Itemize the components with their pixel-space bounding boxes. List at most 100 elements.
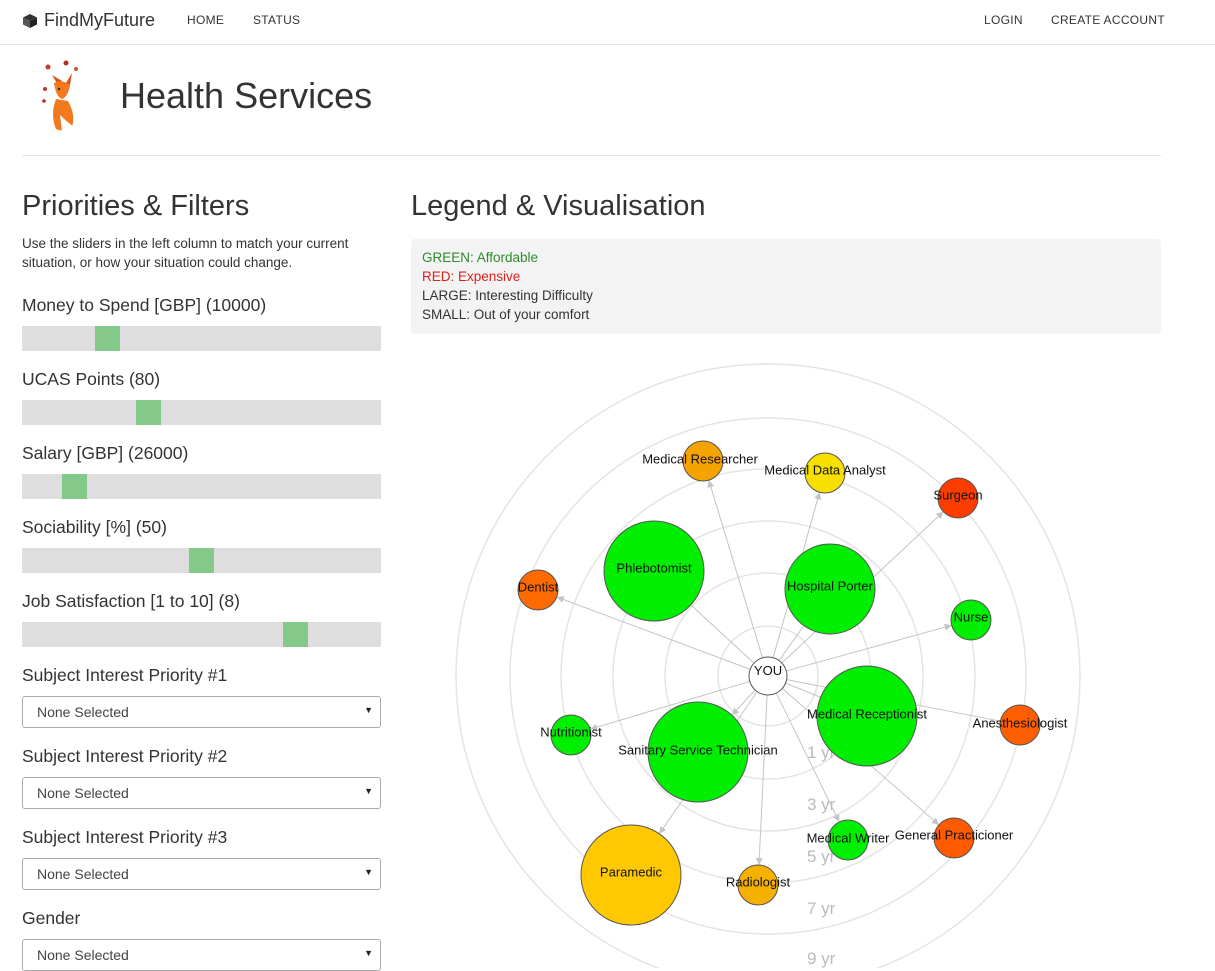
node-medical-receptionist[interactable]: Medical Receptionist (807, 665, 927, 767)
legend-large: LARGE: Interesting Difficulty (422, 288, 593, 303)
node-circle[interactable] (950, 599, 992, 641)
node-nutritionist[interactable]: Nutritionist (540, 714, 602, 756)
header-divider (22, 155, 1161, 156)
page-header: Health Services (0, 45, 1215, 155)
node-label: Surgeon (933, 487, 982, 502)
ring-label: 9 yr (807, 949, 836, 968)
node-circle[interactable] (999, 704, 1041, 746)
node-label: Medical Writer (807, 830, 891, 845)
subject-priority-3-select[interactable]: None Selected ▼ (22, 858, 381, 890)
money-slider-label: Money to Spend [GBP] (10000) (22, 295, 267, 315)
subject-priority-3-label: Subject Interest Priority #3 (22, 827, 228, 847)
node-radiologist[interactable]: Radiologist (726, 864, 791, 906)
nav-create-account-link[interactable]: CREATE ACCOUNT (1051, 13, 1165, 27)
node-circle[interactable] (550, 714, 592, 756)
edge-arrow-icon (755, 857, 763, 866)
edge-arrow-icon (659, 826, 667, 834)
job-satisfaction-slider-label: Job Satisfaction [1 to 10] (8) (22, 591, 240, 611)
subject-priority-3-value: None Selected (37, 866, 129, 882)
nodes[interactable]: Medical Researcher Medical Data Analyst Su… (517, 440, 1068, 926)
edge-arrow-icon (833, 814, 840, 823)
node-general-practicioner[interactable]: General Practicioner (895, 817, 1014, 859)
ucas-slider[interactable] (22, 400, 381, 425)
node-circle[interactable] (784, 543, 876, 635)
node-sanitary-service-technician[interactable]: Sanitary Service Technician (618, 701, 778, 803)
node-circle[interactable] (933, 817, 975, 859)
subject-priority-2-select[interactable]: None Selected ▼ (22, 777, 381, 809)
node-surgeon[interactable]: Surgeon (933, 477, 983, 519)
ucas-slider-thumb[interactable] (136, 400, 161, 425)
node-label: Anesthesiologist (973, 715, 1068, 730)
money-slider-thumb[interactable] (95, 326, 120, 351)
node-label: Sanitary Service Technician (618, 742, 777, 757)
money-slider[interactable] (22, 326, 381, 351)
ring-label: 5 yr (807, 847, 836, 866)
nav-home-link[interactable]: HOME (187, 13, 225, 27)
node-nurse[interactable]: Nurse (950, 599, 992, 641)
ucas-slider-label: UCAS Points (80) (22, 369, 161, 389)
job-satisfaction-slider[interactable] (22, 622, 381, 647)
filters-title: Priorities & Filters (22, 190, 250, 222)
node-circle[interactable] (737, 864, 779, 906)
brand-name: FindMyFuture (44, 10, 156, 30)
node-circle[interactable] (603, 520, 705, 622)
nav-status-link[interactable]: STATUS (253, 13, 301, 27)
center-label: YOU (754, 663, 782, 678)
edge (590, 680, 750, 730)
gender-select[interactable]: None Selected ▼ (22, 939, 381, 971)
edge-arrow-icon (707, 480, 715, 488)
node-circle[interactable] (937, 477, 979, 519)
gender-value: None Selected (37, 947, 129, 963)
ring-labels: 1 yr 3 yr 5 yr 7 yr 9 yr (807, 743, 836, 968)
node-anesthesiologist[interactable]: Anesthesiologist (973, 704, 1068, 746)
edge-arrow-icon (590, 723, 598, 731)
edge (778, 625, 805, 661)
node-label: Nutritionist (540, 724, 602, 739)
edge (758, 694, 768, 866)
edge (775, 692, 840, 823)
node-circle[interactable] (580, 824, 682, 926)
node-dentist[interactable]: Dentist (517, 569, 559, 611)
edge-arrow-icon (556, 596, 565, 603)
subject-priority-1-select[interactable]: None Selected ▼ (22, 696, 381, 728)
node-hospital-porter[interactable]: Hospital Porter (784, 543, 876, 635)
job-satisfaction-slider-thumb[interactable] (283, 622, 308, 647)
subject-priority-1-label: Subject Interest Priority #1 (22, 665, 228, 685)
node-circle[interactable] (647, 701, 749, 803)
node-label: Paramedic (600, 864, 663, 879)
node-medical-writer[interactable]: Medical Writer (807, 819, 891, 861)
node-label: Medical Researcher (642, 451, 758, 466)
node-circle[interactable] (517, 569, 559, 611)
node-circle[interactable] (827, 819, 869, 861)
edge (690, 604, 755, 664)
page-title: Health Services (120, 75, 373, 116)
fox-logo (42, 60, 78, 132)
node-medical-data-analyst[interactable]: Medical Data Analyst (764, 452, 886, 494)
navbar: FindMyFuture HOME STATUS LOGIN CREATE AC… (0, 0, 1215, 45)
legend-affordable: GREEN: Affordable (422, 250, 539, 265)
node-paramedic[interactable]: Paramedic (580, 824, 682, 926)
nav-login-link[interactable]: LOGIN (984, 13, 1023, 27)
center-node[interactable]: YOU (748, 656, 788, 696)
sociability-slider[interactable] (22, 548, 381, 573)
subject-priority-1-value: None Selected (37, 704, 129, 720)
edge (556, 596, 751, 670)
caret-down-icon: ▼ (364, 867, 373, 877)
edge-arrow-icon (935, 511, 944, 520)
legend-small: SMALL: Out of your comfort (422, 307, 590, 322)
brand[interactable]: FindMyFuture (22, 10, 155, 31)
salary-slider[interactable] (22, 474, 381, 499)
sociability-slider-thumb[interactable] (189, 548, 214, 573)
node-circle[interactable] (804, 452, 846, 494)
edge (708, 479, 763, 658)
salary-slider-thumb[interactable] (62, 474, 87, 499)
node-circle[interactable] (682, 440, 724, 482)
sociability-slider-label: Sociability [%] (50) (22, 517, 167, 537)
node-phlebotomist[interactable]: Phlebotomist (603, 520, 705, 622)
filters-panel: Priorities & Filters Use the sliders in … (22, 190, 382, 971)
node-circle[interactable] (816, 665, 918, 767)
salary-slider-label: Salary [GBP] (26000) (22, 443, 189, 463)
subject-priority-2-value: None Selected (37, 785, 129, 801)
node-medical-researcher[interactable]: Medical Researcher (642, 440, 758, 482)
